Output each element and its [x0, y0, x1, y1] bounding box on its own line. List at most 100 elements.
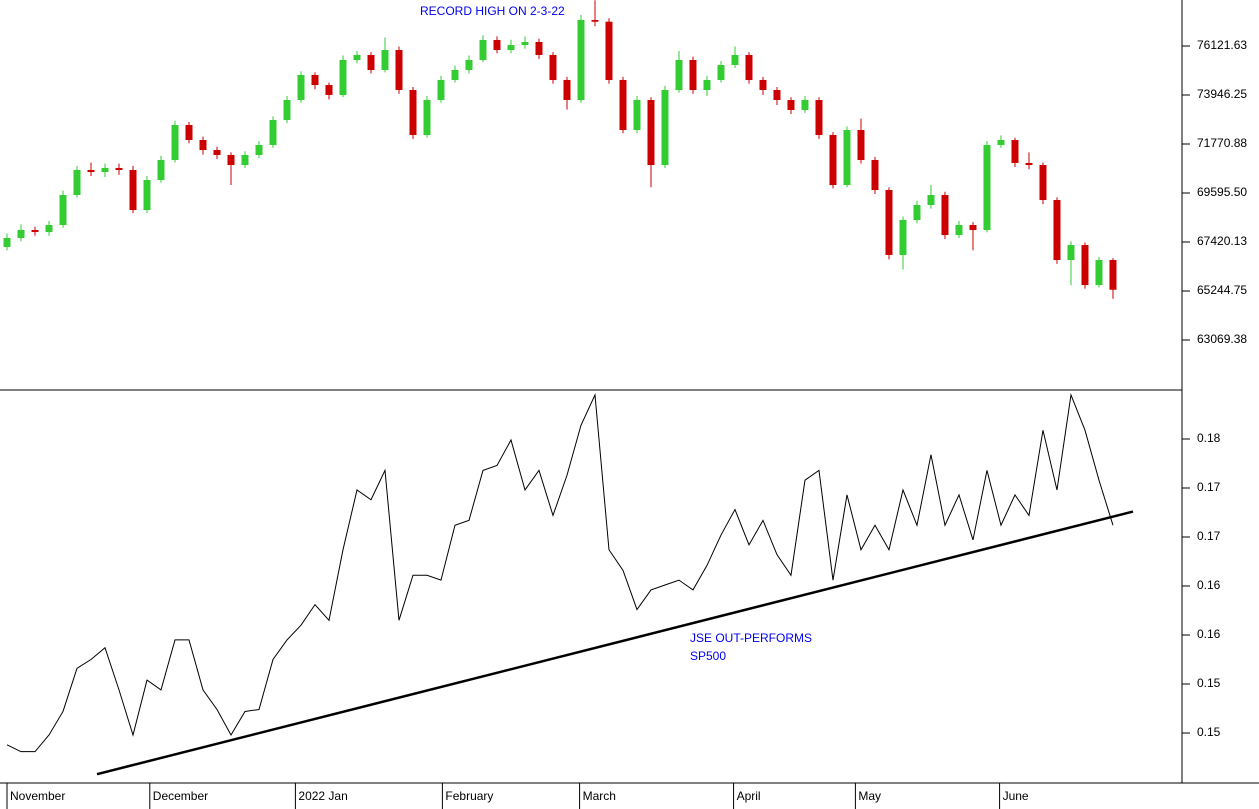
candle-body — [465, 60, 473, 71]
candle-body — [521, 42, 529, 46]
x-tick-label: 2022 Jan — [298, 789, 347, 803]
candle-body — [815, 100, 823, 136]
candle-body — [1067, 245, 1075, 261]
y-tick-label: 0.16 — [1197, 578, 1221, 592]
candle-body — [1053, 200, 1061, 261]
y-tick-label: 63069.38 — [1197, 332, 1247, 346]
y-tick-label: 0.17 — [1197, 529, 1221, 543]
candle-body — [3, 238, 11, 247]
y-tick-label: 69595.50 — [1197, 185, 1247, 199]
candle-body — [409, 90, 417, 136]
x-tick-label: June — [1003, 789, 1029, 803]
candle-body — [87, 170, 95, 173]
x-tick-label: April — [737, 789, 761, 803]
candle-body — [787, 100, 795, 111]
candle-body — [423, 100, 431, 136]
y-tick-label: 0.15 — [1197, 725, 1221, 739]
candle-body — [339, 60, 347, 96]
y-tick-label: 0.16 — [1197, 627, 1221, 641]
candle-body — [227, 155, 235, 166]
candle-body — [311, 75, 319, 86]
candle-body — [647, 100, 655, 166]
candle-body — [773, 90, 781, 101]
candle-body — [899, 220, 907, 256]
candle-body — [325, 85, 333, 96]
x-tick-label: December — [153, 789, 208, 803]
candle-body — [983, 145, 991, 231]
candle-body — [185, 125, 193, 141]
candle-body — [381, 50, 389, 71]
candle-body — [437, 80, 445, 101]
candle-body — [633, 100, 641, 131]
candle-body — [213, 150, 221, 156]
candle-body — [479, 39, 487, 61]
candle-body — [171, 125, 179, 161]
annotation: JSE OUT-PERFORMS — [690, 631, 812, 645]
candle-body — [605, 21, 613, 81]
candle-body — [675, 60, 683, 91]
annotation: SP500 — [690, 649, 726, 663]
candle-body — [45, 225, 53, 233]
candle-body — [395, 50, 403, 91]
y-tick-label: 76121.63 — [1197, 38, 1247, 52]
candle-body — [857, 130, 865, 161]
candle-body — [367, 55, 375, 71]
candle-body — [297, 75, 305, 101]
candle-body — [31, 230, 39, 233]
candle-body — [1039, 165, 1047, 201]
candle-body — [101, 168, 109, 173]
x-tick-label: May — [858, 789, 881, 803]
candle-body — [801, 100, 809, 111]
annotation: RECORD HIGH ON 2-3-22 — [420, 4, 565, 18]
candle-body — [731, 55, 739, 66]
candle-body — [927, 195, 935, 206]
candle-body — [997, 140, 1005, 146]
candle-body — [1011, 140, 1019, 164]
y-tick-label: 73946.25 — [1197, 87, 1247, 101]
y-tick-label: 65244.75 — [1197, 283, 1247, 297]
line-series — [6, 392, 1114, 753]
trendline — [96, 510, 1134, 776]
candle-body — [759, 80, 767, 91]
candle-body — [703, 80, 711, 91]
candle-body — [451, 70, 459, 81]
candle-body — [969, 225, 977, 231]
candle-body — [829, 135, 837, 186]
candle-body — [955, 225, 963, 236]
candle-body — [353, 55, 361, 61]
candle-body — [1081, 245, 1089, 286]
candle-body — [913, 205, 921, 221]
candle-body — [255, 145, 263, 156]
candle-body — [549, 55, 557, 81]
y-tick-label: 67420.13 — [1197, 234, 1247, 248]
candle-body — [1095, 260, 1103, 286]
candle-body — [73, 170, 81, 196]
candle-body — [717, 65, 725, 81]
y-tick-label: 0.17 — [1197, 480, 1221, 494]
candle-body — [535, 42, 543, 56]
y-tick-label: 0.18 — [1197, 431, 1221, 445]
candle-body — [507, 45, 515, 51]
x-tick-label: November — [10, 789, 65, 803]
candle-body — [689, 60, 697, 91]
candle-body — [563, 80, 571, 101]
y-tick-label: 0.15 — [1197, 676, 1221, 690]
candle-body — [115, 168, 123, 171]
candle-body — [1109, 260, 1117, 290]
candle-body — [871, 160, 879, 191]
candle-body — [591, 19, 599, 22]
candle-body — [577, 19, 585, 101]
candle-body — [843, 130, 851, 186]
candle-body — [143, 180, 151, 211]
candle-body — [941, 195, 949, 236]
y-tick-label: 71770.88 — [1197, 136, 1247, 150]
candle-body — [17, 230, 25, 239]
candle-body — [661, 90, 669, 166]
candle-body — [885, 190, 893, 256]
x-tick-label: March — [583, 789, 616, 803]
candle-body — [241, 155, 249, 166]
candle-body — [493, 39, 501, 51]
candle-body — [619, 80, 627, 131]
